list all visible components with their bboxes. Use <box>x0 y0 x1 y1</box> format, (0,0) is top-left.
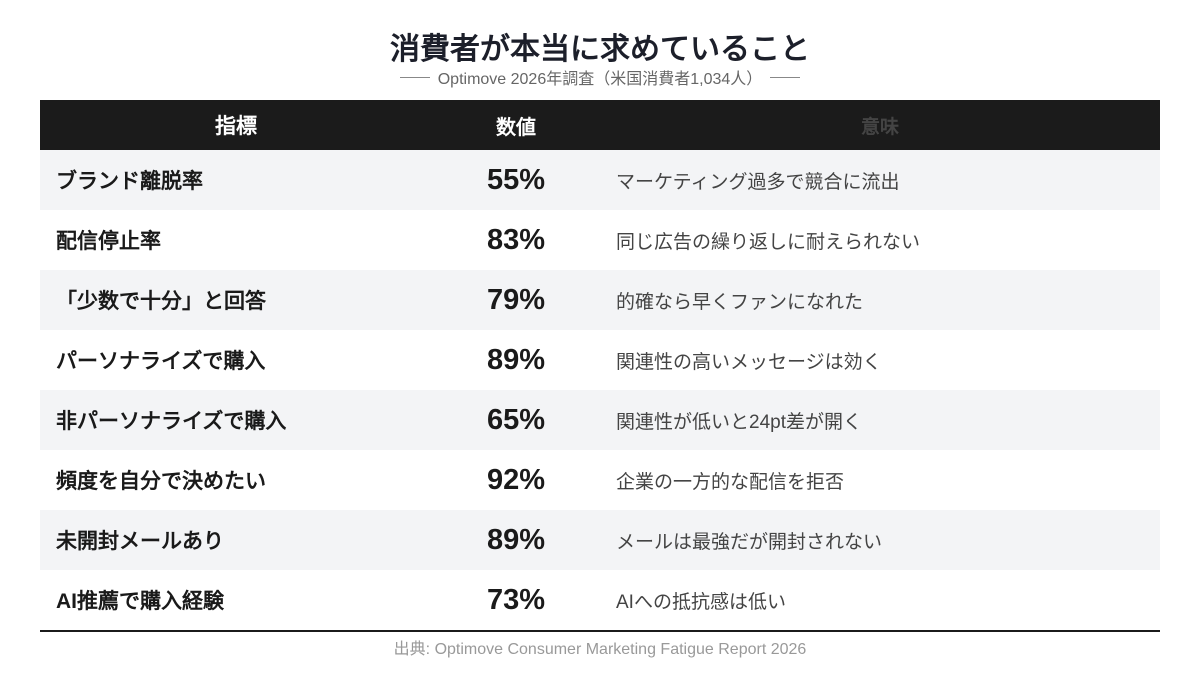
meaning-cell: 同じ広告の繰り返しに耐えられない <box>616 231 921 253</box>
table-row: 頻度を自分で決めたい 92% 企業の一方的な配信を拒否 <box>40 450 1160 510</box>
table-row: 未開封メールあり 89% メールは最強だが開封されない <box>40 510 1160 570</box>
value-cell: 89% <box>486 523 546 556</box>
bottom-rule <box>40 630 1160 632</box>
column-header: 数値 <box>496 116 536 139</box>
table-row: AI推薦で購入経験 73% AIへの抵抗感は低い <box>40 570 1160 630</box>
column-header: 指標 <box>215 115 257 138</box>
metric-cell: 配信停止率 <box>56 230 161 253</box>
table-row: 非パーソナライズで購入 65% 関連性が低いと24pt差が開く <box>40 390 1160 450</box>
header-row: 指標 数値 意味 <box>40 100 1160 150</box>
value-cell: 65% <box>486 403 546 436</box>
table-row: ブランド離脱率 55% マーケティング過多で競合に流出 <box>40 150 1160 210</box>
table-row: 「少数で十分」と回答 79% 的確なら早くファンになれた <box>40 270 1160 330</box>
metric-cell: 頻度を自分で決めたい <box>56 470 266 493</box>
metric-cell: パーソナライズで購入 <box>56 350 266 373</box>
metric-cell: AI推薦で購入経験 <box>56 590 224 613</box>
meaning-cell: 企業の一方的な配信を拒否 <box>616 471 845 493</box>
meaning-cell: 関連性の高いメッセージは効く <box>616 351 882 373</box>
value-cell: 89% <box>486 343 546 376</box>
table-row: 配信停止率 83% 同じ広告の繰り返しに耐えられない <box>40 210 1160 270</box>
value-cell: 79% <box>486 283 546 316</box>
source: 出典: Optimove Consumer Marketing Fatigue … <box>393 641 807 658</box>
dash <box>399 76 430 78</box>
value-cell: 73% <box>486 583 546 616</box>
column-header: 意味 <box>860 116 899 138</box>
meaning-cell: メールは最強だが開封されない <box>616 531 883 553</box>
table-row: パーソナライズで購入 89% 関連性の高いメッセージは効く <box>40 330 1160 390</box>
value-cell: 55% <box>486 163 546 196</box>
value-cell: 83% <box>486 223 546 256</box>
subtitle-wrap: Optimove 2026年調査（米国消費者1,034人） <box>0 65 1200 89</box>
metric-cell: 未開封メールあり <box>56 530 224 553</box>
meaning-cell: マーケティング過多で競合に流出 <box>616 171 900 193</box>
title: 消費者が本当に求めていること <box>390 33 810 66</box>
table: 指標 数値 意味 ブランド離脱率 55% マーケティング過多で競合に流出配信停止率 8… <box>40 100 1160 632</box>
metric-cell: 「少数で十分」と回答 <box>56 290 266 313</box>
meaning-cell: 的確なら早くファンになれた <box>616 291 864 313</box>
value-cell: 92% <box>486 463 546 496</box>
metric-cell: 非パーソナライズで購入 <box>56 410 287 433</box>
dash <box>770 76 801 78</box>
meaning-cell: 関連性が低いと24pt差が開く <box>616 411 862 433</box>
metric-cell: ブランド離脱率 <box>56 170 203 193</box>
meaning-cell: AIへの抵抗感は低い <box>616 591 786 613</box>
subtitle: Optimove 2026年調査（米国消費者1,034人） <box>437 71 763 88</box>
